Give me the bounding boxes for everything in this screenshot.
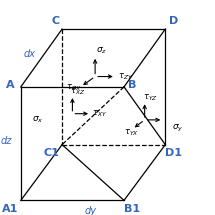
- Text: $\tau_{ZY}$: $\tau_{ZY}$: [118, 71, 133, 82]
- Text: D1: D1: [165, 148, 182, 158]
- Text: A1: A1: [2, 204, 19, 214]
- Text: dx: dx: [23, 49, 35, 59]
- Text: $\tau_{YZ}$: $\tau_{YZ}$: [143, 93, 158, 103]
- Text: D: D: [169, 16, 178, 26]
- Text: $\sigma_z$: $\sigma_z$: [96, 46, 107, 56]
- Text: dy: dy: [85, 206, 97, 215]
- Text: C1: C1: [44, 148, 60, 158]
- Text: B1: B1: [124, 204, 140, 214]
- Text: C: C: [52, 16, 60, 26]
- Text: $\tau_{ZX}$: $\tau_{ZX}$: [66, 83, 81, 93]
- Text: $\tau_{XZ}$: $\tau_{XZ}$: [70, 87, 85, 97]
- Text: B: B: [128, 80, 137, 90]
- Text: A: A: [6, 80, 15, 90]
- Text: $\sigma_x$: $\sigma_x$: [32, 115, 43, 125]
- Text: $\sigma_y$: $\sigma_y$: [172, 123, 183, 134]
- Text: dz: dz: [1, 135, 12, 146]
- Text: $\tau_{XY}$: $\tau_{XY}$: [92, 108, 107, 119]
- Text: $\tau_{YX}$: $\tau_{YX}$: [124, 128, 139, 138]
